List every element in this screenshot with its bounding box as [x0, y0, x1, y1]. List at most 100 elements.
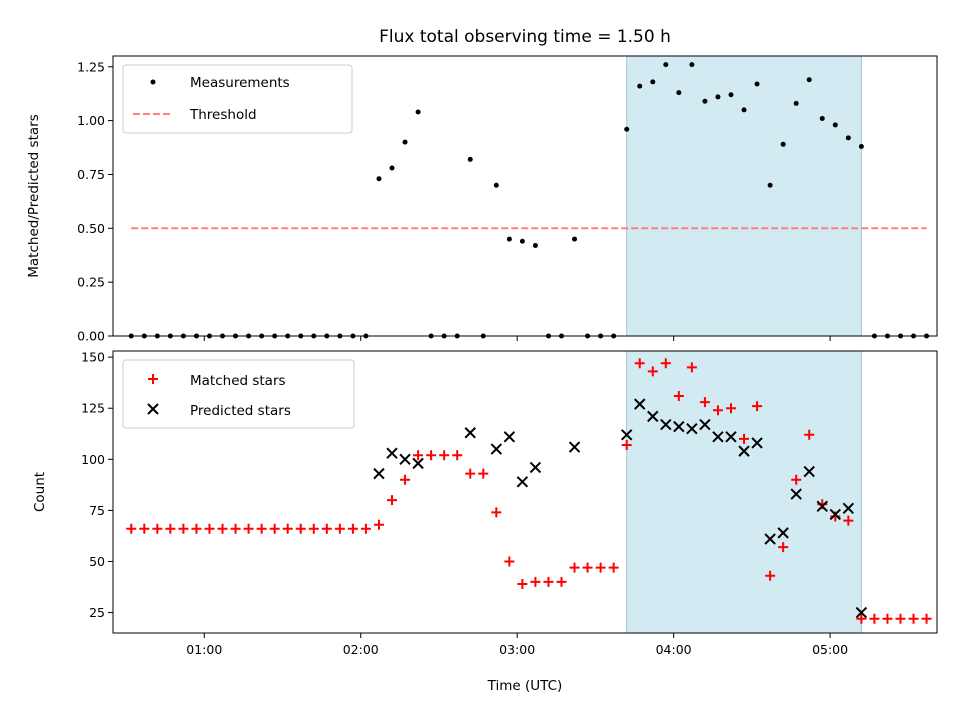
predicted-star-point [673, 420, 685, 433]
matched-star-point [139, 523, 150, 534]
matched-star-point [230, 523, 241, 534]
matched-star-point [360, 523, 371, 534]
matched-star-point [778, 542, 789, 553]
matched-star-point [804, 429, 815, 440]
matched-star-point [791, 474, 802, 485]
bottom-legend: Matched stars Predicted stars [122, 359, 355, 429]
matched-star-point [400, 474, 411, 485]
predicted-star-point [464, 427, 476, 439]
matched-star-point [752, 401, 763, 412]
predicted-star-point [816, 500, 828, 513]
measurement-point [389, 165, 395, 171]
matched-star-point [308, 523, 319, 534]
predicted-star-point [712, 431, 724, 443]
measurement-point [663, 62, 669, 68]
matched-star-point [543, 576, 554, 587]
y-tick-label: 0.00 [77, 329, 105, 344]
y-tick-label: 50 [89, 554, 105, 569]
legend-measurements-label: Measurements [190, 75, 290, 91]
matched-star-point [426, 450, 437, 461]
matched-star-point [660, 358, 671, 369]
matched-star-point [712, 405, 723, 416]
predicted-star-point [412, 457, 424, 470]
matched-star-point [204, 523, 215, 534]
measurement-point [806, 77, 812, 83]
legend-predicted-label: Predicted stars [190, 403, 291, 419]
bottom-y-axis-label: Count [32, 472, 48, 512]
measurement-point [415, 109, 421, 115]
x-axis-label: Time (UTC) [487, 678, 563, 694]
matched-star-point [673, 390, 684, 401]
matched-star-point [686, 362, 697, 373]
predicted-star-point [503, 431, 516, 443]
predicted-star-point [738, 445, 750, 457]
predicted-star-point [386, 447, 398, 459]
matched-star-point [282, 523, 293, 534]
predicted-star-point [790, 488, 802, 500]
matched-star-point [921, 613, 932, 624]
measurement-point [793, 100, 799, 106]
measurement-point [676, 90, 682, 96]
matched-star-point [882, 613, 893, 624]
x-tick-label: 05:00 [812, 642, 848, 657]
bottom-legend-box [122, 359, 355, 429]
measurement-point [845, 135, 851, 141]
matched-star-point [452, 450, 463, 461]
measurement-point [702, 98, 708, 104]
measurement-point [741, 107, 747, 113]
matched-star-point [347, 523, 358, 534]
measurement-point [624, 126, 630, 132]
measurement-point [506, 236, 512, 242]
y-tick-label: 0.75 [77, 167, 105, 182]
x-tick-label: 01:00 [186, 642, 222, 657]
matched-star-point [726, 403, 736, 414]
predicted-star-point [620, 429, 633, 441]
bottom-axes: 25 50 75 100 125 150 01:00 02:00 03:00 04:00 05:0… [32, 350, 938, 694]
measurement-point [689, 62, 695, 68]
measurement-point [637, 83, 643, 89]
x-tick-label: 04:00 [656, 642, 692, 657]
predicted-star-point [777, 527, 789, 539]
matched-star-point [699, 397, 710, 408]
legend-threshold-label: Threshold [189, 107, 257, 123]
measurement-point [467, 156, 473, 162]
y-tick-label: 125 [81, 401, 105, 416]
matched-star-point [243, 523, 254, 534]
measurement-point [832, 122, 838, 128]
top-axes: 0.00 0.25 0.50 0.75 1.00 1.25 Matched/Predict… [26, 55, 938, 344]
measurement-point [780, 141, 786, 147]
matched-star-point [126, 523, 137, 534]
matched-star-point [256, 523, 267, 534]
bottom-axes-frame [112, 350, 938, 634]
matched-star-point [152, 523, 163, 534]
measurement-point [767, 182, 773, 188]
predicted-star-point [686, 422, 698, 435]
predicted-star-point [751, 437, 763, 449]
predicted-star-point [842, 502, 855, 515]
matched-star-point [217, 523, 228, 534]
bottom-shaded-span [626, 350, 862, 634]
measurement-point [572, 236, 578, 242]
predicted-star-point [568, 441, 581, 453]
measurement-point [819, 115, 825, 121]
y-tick-label: 150 [81, 350, 105, 365]
y-tick-label: 100 [81, 452, 105, 467]
matched-star-point [165, 523, 176, 534]
y-tick-label: 1.00 [77, 113, 105, 128]
x-tick-label: 03:00 [499, 642, 535, 657]
matched-star-point [869, 613, 880, 624]
y-tick-label: 75 [89, 503, 105, 518]
matched-star-point [621, 440, 632, 450]
measurement-point [754, 81, 760, 87]
matched-star-point [530, 576, 541, 587]
legend-matched-marker [148, 374, 158, 384]
measurement-point [376, 176, 382, 182]
matched-star-point [895, 613, 906, 624]
predicted-star-point [399, 453, 411, 466]
matched-star-point [843, 515, 854, 526]
legend-predicted-marker [147, 403, 159, 415]
matched-star-point [439, 450, 450, 461]
top-axes-frame [112, 55, 938, 337]
y-tick-label: 1.25 [77, 59, 105, 74]
